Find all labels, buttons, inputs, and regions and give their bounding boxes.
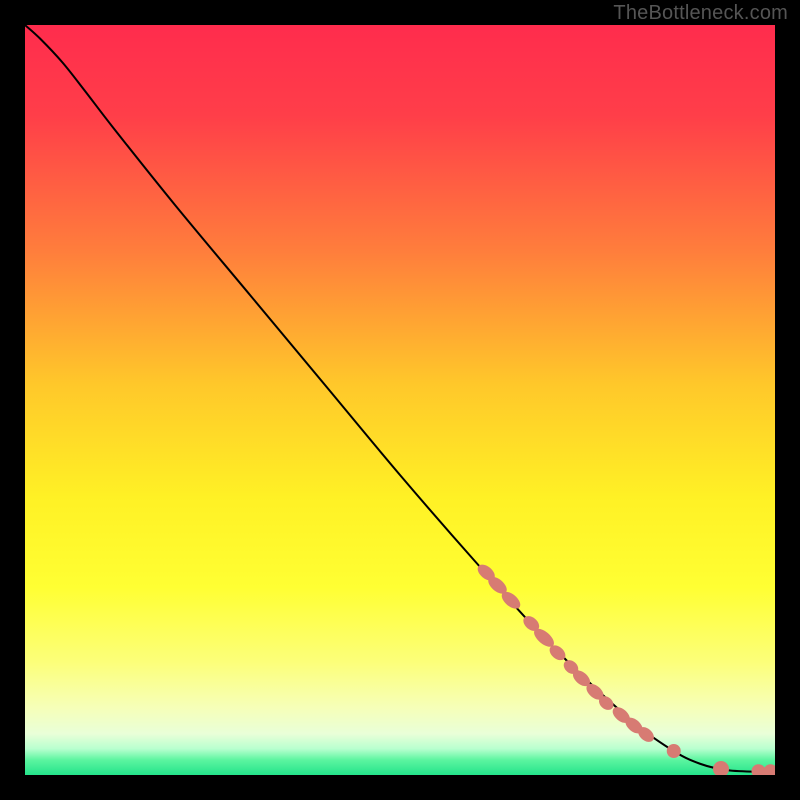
data-marker (667, 744, 681, 758)
chart-background (25, 25, 775, 775)
chart-container: TheBottleneck.com (0, 0, 800, 800)
watermark-text: TheBottleneck.com (613, 2, 788, 25)
bottleneck-chart (25, 25, 775, 775)
